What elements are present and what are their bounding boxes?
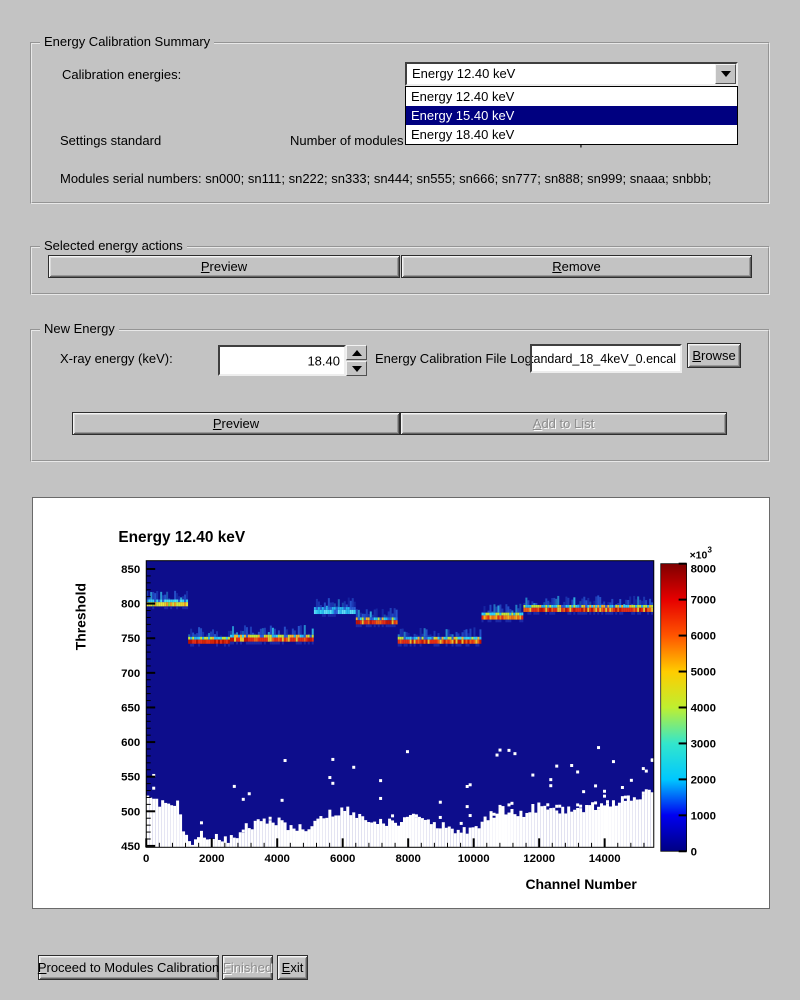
svg-text:8000: 8000 bbox=[691, 564, 716, 576]
svg-text:7000: 7000 bbox=[691, 595, 716, 607]
new-energy-group: New Energy bbox=[30, 321, 770, 462]
calibration-energy-combobox[interactable]: Energy 12.40 keV bbox=[405, 62, 738, 86]
svg-text:3: 3 bbox=[708, 546, 713, 555]
plot-title: Energy 12.40 keV bbox=[118, 529, 245, 546]
calibration-energies-label: Calibration energies: bbox=[62, 67, 182, 82]
calibration-plot-panel: 450 500 550 600 650 700 750 800 850 0 2000 4000 6000… bbox=[32, 497, 770, 909]
chevron-down-icon bbox=[720, 71, 731, 77]
x-axis-title: Channel Number bbox=[525, 876, 637, 892]
svg-text:500: 500 bbox=[121, 806, 140, 818]
file-log-input[interactable]: standard_18_4keV_0.encal bbox=[530, 344, 682, 373]
combobox-arrow-button[interactable] bbox=[715, 64, 736, 84]
calibration-energy-dropdown: Energy 12.40 keV Energy 15.40 keV Energy… bbox=[405, 86, 738, 145]
arrow-up-icon bbox=[351, 349, 362, 356]
serial-numbers-label: Modules serial numbers: sn000; sn111; sn… bbox=[60, 171, 712, 186]
heatmap-bands bbox=[146, 590, 654, 647]
svg-text:3000: 3000 bbox=[691, 738, 716, 750]
dropdown-item[interactable]: Energy 12.40 keV bbox=[411, 89, 515, 104]
z-axis-exponent: ×10 bbox=[690, 551, 708, 562]
svg-text:5000: 5000 bbox=[691, 667, 716, 679]
svg-text:14000: 14000 bbox=[589, 853, 621, 865]
empty-bins-noise bbox=[146, 746, 654, 848]
combobox-value: Energy 12.40 keV bbox=[412, 66, 516, 81]
svg-text:4000: 4000 bbox=[691, 702, 716, 714]
xray-energy-value: 18.40 bbox=[307, 353, 340, 368]
spin-up-button[interactable] bbox=[346, 345, 367, 360]
spin-down-button[interactable] bbox=[346, 361, 367, 376]
actions-group-title: Selected energy actions bbox=[40, 238, 187, 253]
dropdown-item[interactable]: Energy 18.40 keV bbox=[411, 127, 515, 142]
file-log-label: Energy Calibration File Log bbox=[375, 351, 532, 366]
svg-text:600: 600 bbox=[121, 737, 140, 749]
svg-text:6000: 6000 bbox=[691, 631, 716, 643]
summary-group: Energy Calibration Summary bbox=[30, 34, 770, 204]
svg-text:2000: 2000 bbox=[199, 853, 224, 865]
summary-group-title: Energy Calibration Summary bbox=[40, 34, 215, 49]
svg-text:2000: 2000 bbox=[691, 774, 716, 786]
axes: 450 500 550 600 650 700 750 800 850 0 2000 4000 6000… bbox=[73, 529, 655, 892]
svg-text:800: 800 bbox=[121, 599, 140, 611]
svg-text:550: 550 bbox=[121, 772, 140, 784]
svg-text:850: 850 bbox=[121, 564, 140, 576]
file-log-value: standard_18_4keV_0.encal bbox=[530, 351, 676, 366]
arrow-down-icon bbox=[351, 365, 362, 372]
svg-text:700: 700 bbox=[121, 668, 140, 680]
svg-text:8000: 8000 bbox=[395, 853, 420, 865]
svg-text:10000: 10000 bbox=[458, 853, 490, 865]
y-axis-title: Threshold bbox=[73, 583, 89, 650]
dropdown-item-selected[interactable]: Energy 15.40 keV bbox=[406, 106, 737, 125]
settings-label: Settings standard bbox=[60, 133, 162, 148]
calibration-plot: 450 500 550 600 650 700 750 800 850 0 2000 4000 6000… bbox=[73, 529, 717, 892]
modules-count-label: Number of modules 12 bbox=[290, 133, 422, 148]
new-energy-group-title: New Energy bbox=[40, 321, 119, 336]
actions-group: Selected energy actions bbox=[30, 238, 770, 295]
svg-text:0: 0 bbox=[143, 853, 149, 865]
svg-text:450: 450 bbox=[121, 841, 140, 853]
xray-energy-input[interactable]: 18.40 bbox=[218, 345, 346, 376]
xray-energy-label: X-ray energy (keV): bbox=[60, 351, 173, 366]
svg-text:6000: 6000 bbox=[330, 853, 355, 865]
colorbar: 0 1000 2000 3000 4000 5000 6000 7000 8000 ×103 bbox=[660, 546, 716, 858]
svg-text:0: 0 bbox=[691, 846, 697, 858]
svg-text:1000: 1000 bbox=[691, 810, 716, 822]
svg-text:4000: 4000 bbox=[264, 853, 289, 865]
svg-text:750: 750 bbox=[121, 633, 140, 645]
svg-text:12000: 12000 bbox=[523, 853, 555, 865]
svg-text:650: 650 bbox=[121, 702, 140, 714]
